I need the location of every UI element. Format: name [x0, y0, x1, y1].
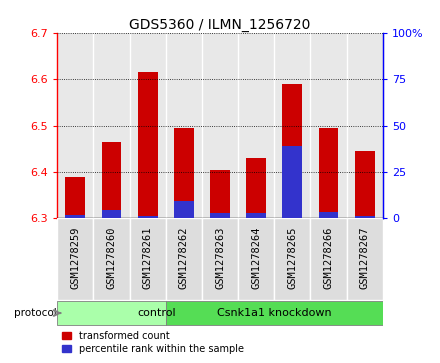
FancyBboxPatch shape	[202, 218, 238, 300]
FancyBboxPatch shape	[166, 218, 202, 300]
Bar	[57, 33, 93, 218]
FancyBboxPatch shape	[238, 218, 274, 300]
Bar	[93, 33, 129, 218]
Text: GSM1278266: GSM1278266	[323, 226, 334, 289]
Text: GSM1278263: GSM1278263	[215, 226, 225, 289]
Text: GSM1278265: GSM1278265	[287, 226, 297, 289]
Text: protocol: protocol	[15, 308, 57, 318]
Bar	[138, 216, 158, 218]
Legend: transformed count, percentile rank within the sample: transformed count, percentile rank withi…	[62, 331, 244, 354]
Text: control: control	[137, 308, 176, 318]
Text: GSM1278262: GSM1278262	[179, 226, 189, 289]
Bar	[355, 151, 375, 218]
Bar	[66, 176, 85, 218]
FancyBboxPatch shape	[274, 218, 311, 300]
Text: GSM1278267: GSM1278267	[360, 226, 370, 289]
Bar	[282, 146, 302, 218]
Text: GSM1278264: GSM1278264	[251, 226, 261, 289]
Bar	[274, 33, 311, 218]
Bar	[319, 128, 338, 218]
FancyBboxPatch shape	[57, 301, 166, 325]
Bar	[311, 33, 347, 218]
Bar	[174, 201, 194, 218]
FancyBboxPatch shape	[311, 218, 347, 300]
Bar	[210, 213, 230, 218]
Bar	[246, 213, 266, 218]
Text: GSM1278261: GSM1278261	[143, 226, 153, 289]
FancyBboxPatch shape	[57, 218, 93, 300]
FancyBboxPatch shape	[129, 218, 166, 300]
Bar	[174, 128, 194, 218]
Bar	[129, 33, 166, 218]
Text: Csnk1a1 knockdown: Csnk1a1 knockdown	[217, 308, 332, 318]
FancyBboxPatch shape	[166, 301, 383, 325]
FancyBboxPatch shape	[347, 218, 383, 300]
Bar	[210, 170, 230, 218]
Bar	[282, 84, 302, 218]
Bar	[319, 212, 338, 218]
Bar	[166, 33, 202, 218]
Text: GSM1278260: GSM1278260	[106, 226, 117, 289]
Bar	[238, 33, 274, 218]
Text: GSM1278259: GSM1278259	[70, 226, 80, 289]
Bar	[102, 210, 121, 218]
Bar	[102, 142, 121, 218]
FancyBboxPatch shape	[93, 218, 129, 300]
Bar	[246, 158, 266, 218]
Bar	[66, 215, 85, 218]
Bar	[347, 33, 383, 218]
Bar	[202, 33, 238, 218]
Bar	[355, 216, 375, 218]
Bar	[138, 72, 158, 218]
Title: GDS5360 / ILMN_1256720: GDS5360 / ILMN_1256720	[129, 18, 311, 32]
